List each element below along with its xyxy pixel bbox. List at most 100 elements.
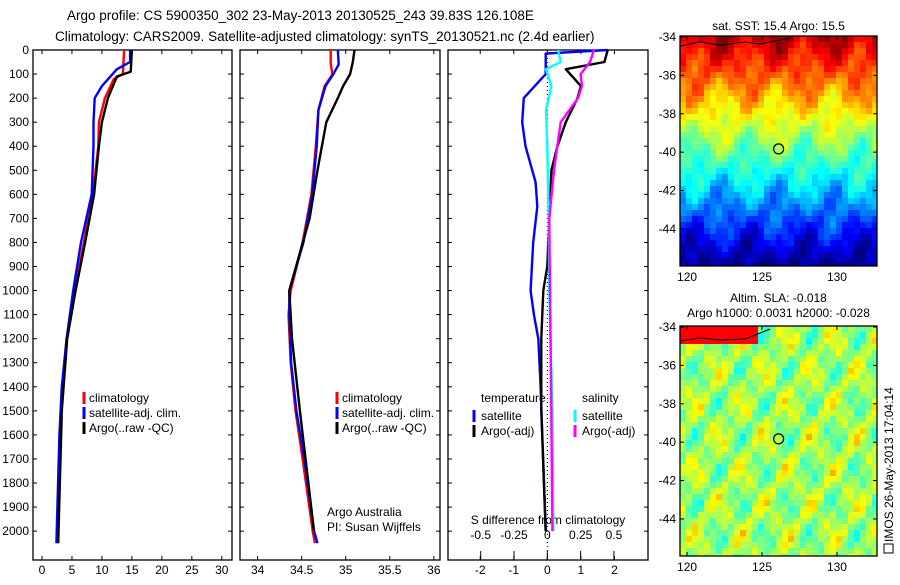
sst-cell <box>866 174 872 180</box>
sla-cell <box>866 476 872 482</box>
sst-cell <box>782 132 788 138</box>
sst-cell <box>758 252 764 258</box>
sla-cell <box>800 458 806 464</box>
sla-cell <box>734 548 740 554</box>
sst-cell <box>872 246 877 252</box>
sla-cell <box>806 440 812 446</box>
sst-cell <box>818 258 824 264</box>
sla-cell <box>692 380 698 386</box>
sla-cell <box>692 488 698 494</box>
sst-cell <box>776 72 782 78</box>
lat-tick-label: -44 <box>659 512 677 526</box>
sla-cell <box>698 428 704 434</box>
sst-cell <box>752 180 758 186</box>
sla-cell <box>686 530 692 536</box>
sla-cell <box>698 476 704 482</box>
sst-cell <box>752 198 758 204</box>
sla-cell <box>818 356 824 362</box>
sst-cell <box>758 234 764 240</box>
sla-cell <box>806 470 812 476</box>
sst-cell <box>818 162 824 168</box>
sla-cell <box>806 530 812 536</box>
sla-cell <box>752 476 758 482</box>
sst-cell <box>704 102 710 108</box>
sla-cell <box>740 416 746 422</box>
sst-cell <box>704 258 710 264</box>
sst-cell <box>830 156 836 162</box>
sst-cell <box>866 156 872 162</box>
sla-cell <box>830 344 836 350</box>
sst-cell <box>788 222 794 228</box>
sla-cell <box>740 506 746 512</box>
sla-cell <box>776 344 782 350</box>
sla-cell <box>872 548 877 554</box>
sst-cell <box>770 54 776 60</box>
sst-cell <box>818 114 824 120</box>
sla-cell <box>716 536 722 542</box>
sst-cell <box>734 60 740 66</box>
sla-cell <box>710 494 716 500</box>
s-axis-label: S difference from climatology <box>471 513 626 527</box>
sst-cell <box>848 78 854 84</box>
sst-cell <box>716 48 722 54</box>
series-line-t-argo-adj- <box>540 49 609 532</box>
sla-cell <box>830 410 836 416</box>
sla-cell <box>686 344 692 350</box>
sla-cell <box>746 392 752 398</box>
sla-cell <box>824 542 830 548</box>
sla-cell <box>758 410 764 416</box>
sst-cell <box>794 48 800 54</box>
sla-cell <box>854 398 860 404</box>
sst-cell <box>716 264 722 266</box>
sst-cell <box>872 126 877 132</box>
sla-cell <box>830 404 836 410</box>
sla-cell <box>824 380 830 386</box>
sla-cell <box>716 416 722 422</box>
sst-cell <box>686 96 692 102</box>
sst-cell <box>698 192 704 198</box>
sst-cell <box>788 228 794 234</box>
sst-cell <box>746 48 752 54</box>
sla-cell <box>848 404 854 410</box>
sst-cell <box>722 72 728 78</box>
sst-cell <box>776 54 782 60</box>
sst-cell <box>794 36 800 42</box>
sst-cell <box>818 120 824 126</box>
sla-cell <box>776 482 782 488</box>
sla-cell <box>680 350 686 356</box>
sst-cell <box>746 114 752 120</box>
sla-cell <box>752 494 758 500</box>
sst-cell <box>704 114 710 120</box>
sst-cell <box>680 252 686 258</box>
sst-cell <box>710 78 716 84</box>
sla-cell <box>740 440 746 446</box>
sst-cell <box>776 216 782 222</box>
sla-cell <box>728 434 734 440</box>
sla-cell <box>716 488 722 494</box>
sla-cell <box>692 500 698 506</box>
sla-cell <box>716 362 722 368</box>
sla-cell <box>848 410 854 416</box>
sla-cell <box>686 536 692 542</box>
sst-cell <box>776 222 782 228</box>
sst-cell <box>704 126 710 132</box>
sst-cell <box>722 132 728 138</box>
sla-cell <box>710 338 716 344</box>
sla-cell <box>686 398 692 404</box>
sst-cell <box>710 126 716 132</box>
sla-cell <box>812 326 818 332</box>
sst-cell <box>686 168 692 174</box>
sst-cell <box>866 240 872 246</box>
sst-cell <box>716 66 722 72</box>
sla-cell <box>764 494 770 500</box>
sst-cell <box>836 246 842 252</box>
sla-cell <box>686 488 692 494</box>
sla-cell <box>806 368 812 374</box>
sst-cell <box>764 192 770 198</box>
sla-cell <box>812 356 818 362</box>
sst-cell <box>680 144 686 150</box>
sst-cell <box>716 174 722 180</box>
sst-cell <box>848 132 854 138</box>
sla-cell <box>710 548 716 554</box>
plot-frame <box>239 49 441 561</box>
